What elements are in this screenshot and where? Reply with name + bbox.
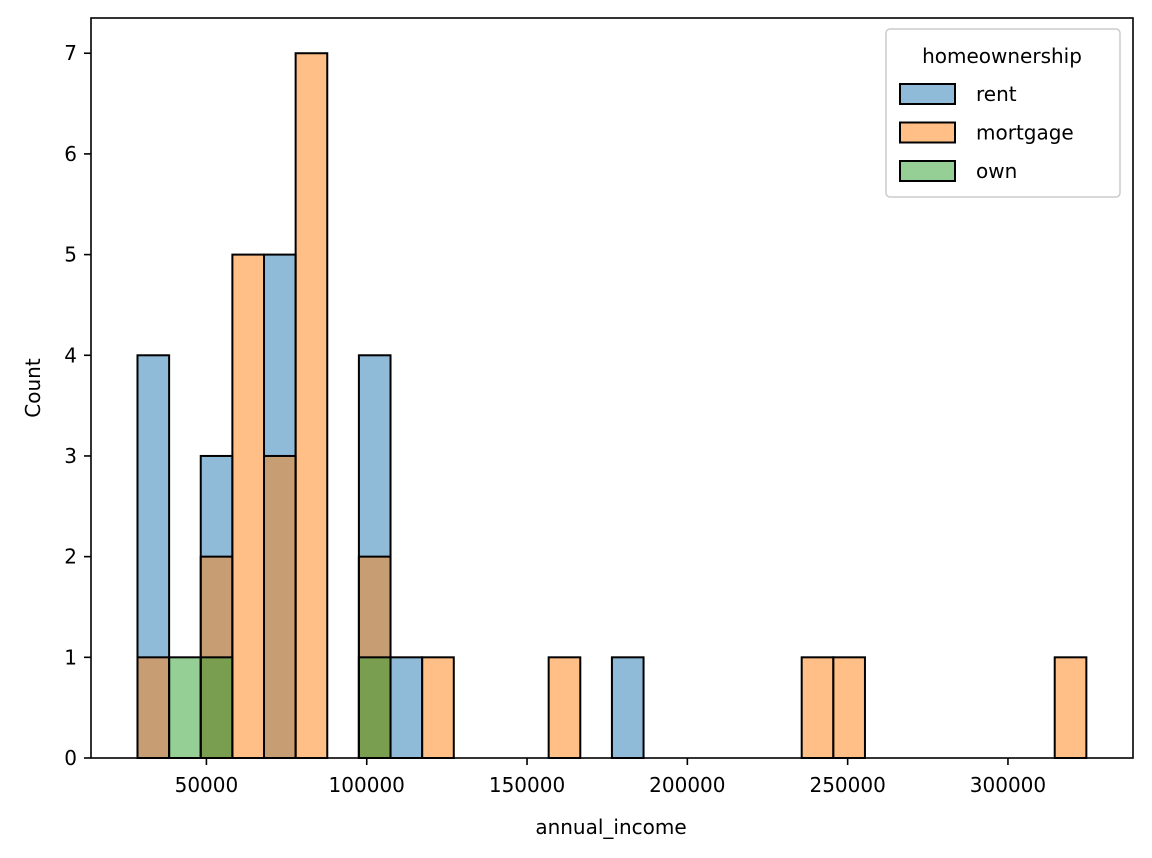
bar-own-bin-7 [357,656,392,760]
x-axis-label: annual_income [535,815,686,839]
bar-mortgage-bin-9 [421,656,455,760]
bars-layer [136,52,1088,760]
bar-mortgage-bin-0 [136,656,171,760]
bar-rent-bin-8 [389,656,424,760]
bar-mortgage-bin-5 [294,52,329,760]
x-tick-label: 150000 [489,773,565,797]
y-tick-label: 1 [64,645,77,669]
legend-swatch-rent [899,83,956,105]
legend-entries: rent mortgage own [899,82,1074,183]
legend: homeownership rent mortgage own [885,28,1121,198]
y-axis-label: Count [21,358,45,418]
legend-swatch-own [899,160,956,182]
bar-rent-bin-15 [610,656,645,760]
x-tick-label: 50000 [175,773,239,797]
x-tick-label: 300000 [970,773,1046,797]
bar-mortgage-bin-22 [832,656,866,760]
y-tick-label: 6 [64,142,77,166]
bar-own-bin-2 [199,656,234,760]
legend-label-mortgage: mortgage [976,121,1074,145]
bar-own-bin-1 [168,656,202,760]
y-tick-label: 3 [64,444,77,468]
x-tick-label: 200000 [649,773,725,797]
bar-mortgage-bin-13 [547,656,582,760]
y-tick-label: 5 [64,243,77,267]
legend-swatch-mortgage [899,121,956,144]
x-tick-label: 100000 [329,773,405,797]
x-tick-label: 250000 [809,773,885,797]
bar-mortgage-bin-29 [1053,656,1088,760]
legend-label-own: own [976,159,1017,183]
axes-layer: 50000 100000 150000 200000 250000 300000 0 1 2 3 4… [64,17,1134,797]
bar-mortgage-bin-4 [263,454,297,759]
legend-frame [885,28,1121,198]
plot-frame [90,17,1134,759]
y-tick-label: 7 [64,41,77,65]
bar-mortgage-bin-21 [800,656,835,760]
bar-mortgage-bin-3 [231,253,266,759]
legend-title: homeownership [922,44,1082,68]
legend-label-rent: rent [976,82,1017,106]
y-tick-label: 4 [64,343,77,367]
y-tick-label: 2 [64,545,77,569]
y-tick-label: 0 [64,746,77,770]
